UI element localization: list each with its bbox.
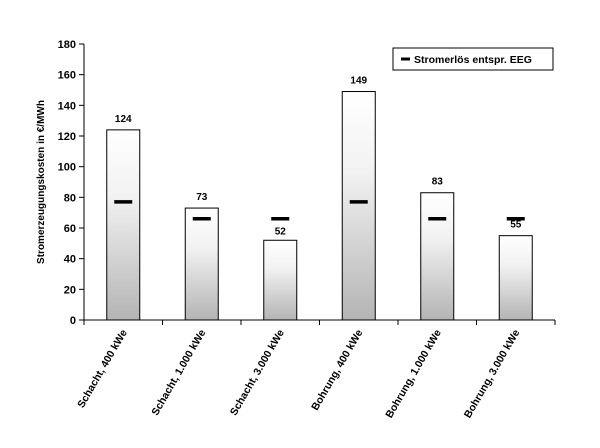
y-axis-ticks: 0 20 40 60 80 100 120 140 160 180 bbox=[58, 39, 84, 327]
plot-area bbox=[83, 44, 555, 321]
bar bbox=[341, 91, 376, 321]
data-label: 55 bbox=[510, 220, 522, 231]
bars bbox=[106, 91, 533, 321]
y-tick-label: 180 bbox=[58, 39, 76, 51]
x-axis-category-labels: Schacht, 400 kWe Schacht, 1.000 kWe Schach… bbox=[75, 320, 556, 420]
x-category-label: Schacht, 3.000 kWe bbox=[228, 327, 287, 417]
data-label: 73 bbox=[196, 192, 208, 203]
data-label: 83 bbox=[432, 177, 444, 188]
x-category-label: Bohrung, 3.000 kWe bbox=[462, 327, 523, 420]
x-category-label: Schacht, 400 kWe bbox=[75, 327, 130, 410]
y-tick-label: 40 bbox=[64, 254, 76, 266]
bar bbox=[184, 207, 219, 321]
y-tick-label: 80 bbox=[64, 192, 76, 204]
x-category-label: Bohrung, 1.000 kWe bbox=[383, 327, 444, 420]
data-label: 149 bbox=[350, 76, 367, 87]
y-axis-title: Stromerzeugungskosten in €/MWh bbox=[36, 100, 47, 264]
y-tick-label: 120 bbox=[58, 131, 76, 143]
bar bbox=[263, 239, 298, 321]
y-tick-label: 160 bbox=[58, 70, 76, 82]
bar bbox=[498, 235, 533, 321]
x-category-label: Bohrung, 400 kWe bbox=[309, 327, 365, 412]
data-label: 52 bbox=[275, 226, 287, 237]
y-tick-label: 60 bbox=[64, 223, 76, 235]
bar bbox=[420, 192, 455, 321]
legend-box bbox=[392, 47, 554, 71]
bar bbox=[106, 129, 141, 321]
y-tick-label: 0 bbox=[70, 315, 76, 327]
legend-label: Stromerlös entspr. EEG bbox=[414, 54, 532, 66]
y-tick-label: 20 bbox=[64, 284, 76, 296]
y-tick-label: 100 bbox=[58, 162, 76, 174]
data-label: 124 bbox=[115, 114, 132, 125]
data-labels: 124 73 52 149 83 55 bbox=[115, 76, 522, 238]
x-category-label: Schacht, 1.000 kWe bbox=[149, 327, 208, 417]
legend: Stromerlös entspr. EEG bbox=[392, 47, 554, 71]
y-tick-label: 140 bbox=[58, 100, 76, 112]
eeg-markers bbox=[114, 200, 525, 221]
